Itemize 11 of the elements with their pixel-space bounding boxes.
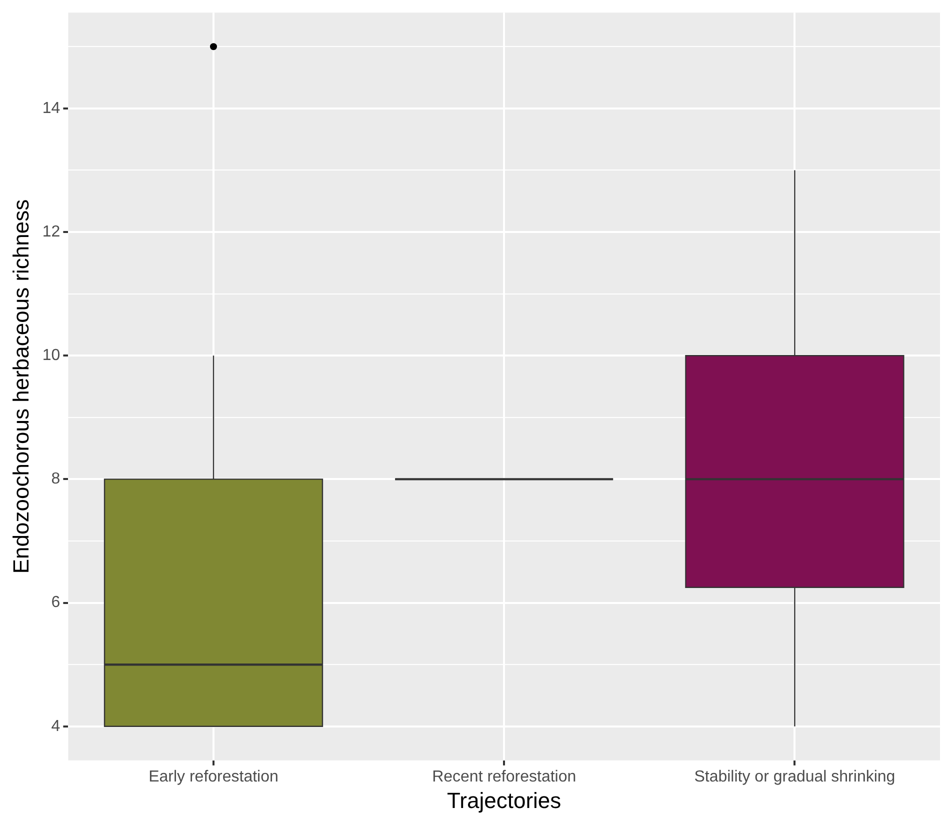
- x-tick-label: Stability or gradual shrinking: [694, 768, 896, 786]
- x-tick-label: Recent reforestation: [432, 768, 576, 786]
- y-tick-label: 6: [51, 594, 60, 612]
- y-tick-label: 4: [51, 718, 60, 735]
- y-tick-label: 10: [42, 347, 60, 364]
- y-tick-label: 14: [42, 100, 60, 117]
- y-tick-label: 12: [42, 223, 60, 240]
- y-axis-title: Endozoochorous herbaceous richness: [8, 199, 34, 574]
- x-tick-label: Early reforestation: [148, 768, 278, 786]
- y-tick-label: 8: [51, 470, 60, 488]
- x-axis-title: Trajectories: [447, 788, 562, 813]
